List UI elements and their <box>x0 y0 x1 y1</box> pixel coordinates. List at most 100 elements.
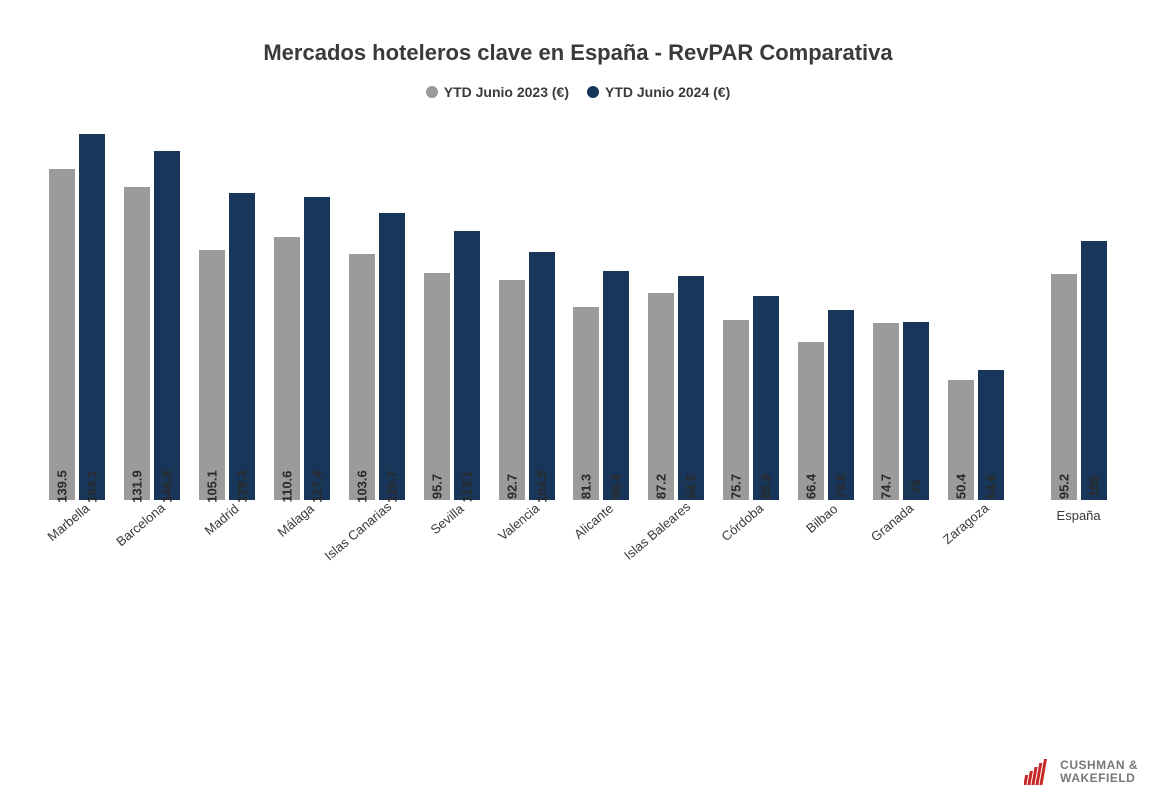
bar-2023: 131.9 <box>124 187 150 500</box>
bar-group: 75.785.9Córdoba <box>714 120 789 500</box>
bar-group: 92.7104.5Valencia <box>489 120 564 500</box>
category-label: Granada <box>868 500 916 544</box>
category-label: Bilbao <box>803 501 840 536</box>
bars-row: 50.4 54.6 <box>938 120 1013 500</box>
category-label: Córdoba <box>719 500 767 544</box>
bar-value-label: 104.5 <box>534 470 549 503</box>
bars-row: 95.7 113.1 <box>414 120 489 500</box>
bar-value-label: 74.7 <box>878 474 893 499</box>
bar-2024: 104.5 <box>529 252 555 500</box>
legend-label-2023: YTD Junio 2023 (€) <box>444 84 569 100</box>
bar-2023: 92.7 <box>499 280 525 500</box>
brand-line2: WAKEFIELD <box>1060 772 1138 785</box>
bar-2023: 66.4 <box>798 342 824 500</box>
legend-swatch-2024 <box>587 86 599 98</box>
bar-2024: 75 <box>903 322 929 500</box>
bar-value-label: 146.8 <box>160 470 175 503</box>
bar-group: 74.775Granada <box>863 120 938 500</box>
bar-2024: 85.9 <box>753 296 779 500</box>
bar-2023: 105.1 <box>199 250 225 500</box>
legend-item-2023: YTD Junio 2023 (€) <box>426 84 569 100</box>
bar-2023: 50.4 <box>948 380 974 500</box>
bar-group: 50.454.6Zaragoza <box>938 120 1013 500</box>
category-label: Madrid <box>202 501 242 538</box>
bar-value-label: 109 <box>1086 476 1101 498</box>
bar-value-label: 50.4 <box>953 474 968 499</box>
bar-value-label: 87.2 <box>654 474 669 499</box>
bars-row: 92.7 104.5 <box>489 120 564 500</box>
bar-group: 103.6120.7Islas Canarias <box>339 120 414 500</box>
bar-2024: 113.1 <box>454 231 480 500</box>
bar-2024: 96.4 <box>603 271 629 500</box>
legend-label-2024: YTD Junio 2024 (€) <box>605 84 730 100</box>
category-label: Alicante <box>571 501 616 542</box>
bar-2024: 94.5 <box>678 276 704 500</box>
brand-logo-text: CUSHMAN & WAKEFIELD <box>1060 759 1138 785</box>
bar-group: 95.7113.1Sevilla <box>414 120 489 500</box>
bar-value-label: 110.6 <box>280 471 295 503</box>
category-label: Zaragoza <box>940 500 992 547</box>
category-label: Sevilla <box>427 501 466 537</box>
bar-2023: 95.7 <box>424 273 450 500</box>
bar-value-label: 154.1 <box>85 470 100 503</box>
category-label: Islas Canarias <box>321 499 394 563</box>
bar-2024: 129.3 <box>229 193 255 500</box>
bars-row: 66.4 79.8 <box>789 120 864 500</box>
bar-2024: 127.4 <box>304 197 330 500</box>
category-label: España <box>1057 508 1101 523</box>
category-label: Málaga <box>275 501 317 540</box>
bar-2023: 81.3 <box>573 307 599 500</box>
bar-value-label: 54.6 <box>983 474 998 499</box>
bars-row: 103.6 120.7 <box>339 120 414 500</box>
bar-2024: 120.7 <box>379 213 405 500</box>
bar-group: 81.396.4Alicante <box>564 120 639 500</box>
category-label: Barcelona <box>114 500 168 549</box>
category-label: Valencia <box>495 501 542 544</box>
bar-group: 105.1129.3Madrid <box>190 120 265 500</box>
chart-title: Mercados hoteleros clave en España - Rev… <box>40 40 1116 66</box>
bar-value-label: 129.3 <box>235 470 250 503</box>
bar-value-label: 139.5 <box>55 470 70 503</box>
bars-row: 105.1 129.3 <box>190 120 265 500</box>
bar-value-label: 103.6 <box>354 470 369 503</box>
bars-row: 87.2 94.5 <box>639 120 714 500</box>
bar-2023: 110.6 <box>274 237 300 500</box>
bars-row: 139.5 154.1 <box>40 120 115 500</box>
bars-row: 95.2 109 <box>1041 120 1116 500</box>
bars-row: 110.6 127.4 <box>265 120 340 500</box>
bar-value-label: 85.9 <box>759 474 774 499</box>
bar-2024: 146.8 <box>154 151 180 500</box>
bar-value-label: 79.8 <box>834 474 849 499</box>
bars-row: 81.3 96.4 <box>564 120 639 500</box>
bars-row: 75.7 85.9 <box>714 120 789 500</box>
bars-row: 131.9 146.8 <box>115 120 190 500</box>
bar-group: 131.9146.8Barcelona <box>115 120 190 500</box>
bar-value-label: 66.4 <box>804 474 819 499</box>
legend-item-2024: YTD Junio 2024 (€) <box>587 84 730 100</box>
bar-value-label: 131.9 <box>130 470 145 503</box>
bar-value-label: 75.7 <box>729 474 744 499</box>
bar-value-label: 127.4 <box>310 470 325 503</box>
bar-2024: 154.1 <box>79 134 105 500</box>
bar-value-label: 95.7 <box>429 474 444 499</box>
bar-value-label: 81.3 <box>579 474 594 499</box>
bar-group: 87.294.5Islas Baleares <box>639 120 714 500</box>
bar-value-label: 75 <box>908 479 923 493</box>
category-label: Islas Baleares <box>621 499 693 563</box>
bar-2023: 74.7 <box>873 323 899 500</box>
legend: YTD Junio 2023 (€) YTD Junio 2024 (€) <box>40 84 1116 100</box>
bar-chart: 139.5154.1Marbella131.9146.8Barcelona105… <box>40 120 1116 500</box>
bar-2024: 54.6 <box>978 370 1004 500</box>
bar-value-label: 95.2 <box>1056 474 1071 499</box>
bar-2023: 139.5 <box>49 169 75 500</box>
bar-group: 139.5154.1Marbella <box>40 120 115 500</box>
bar-value-label: 113.1 <box>459 471 474 503</box>
bar-2024: 79.8 <box>828 310 854 500</box>
bar-value-label: 94.5 <box>684 474 699 499</box>
bar-group: 95.2109España <box>1041 120 1116 500</box>
bar-2023: 87.2 <box>648 293 674 500</box>
bars-row: 74.7 75 <box>863 120 938 500</box>
brand-logo: CUSHMAN & WAKEFIELD <box>1024 759 1138 785</box>
category-label: Marbella <box>45 501 93 545</box>
bar-2023: 95.2 <box>1051 274 1077 500</box>
